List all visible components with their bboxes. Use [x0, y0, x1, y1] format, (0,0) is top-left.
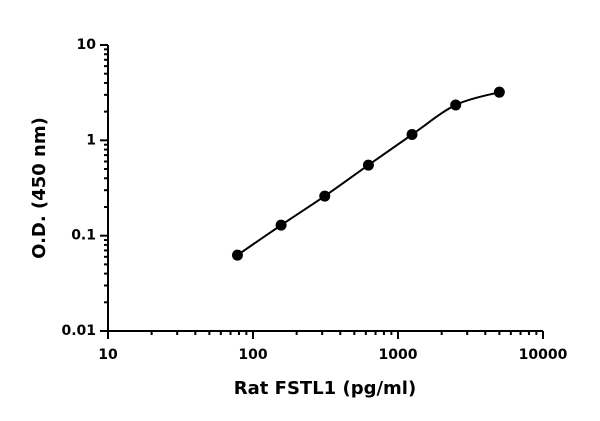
- y-tick-label: 1: [86, 132, 96, 148]
- point: [450, 99, 462, 111]
- x-tick-label: 100: [238, 347, 267, 363]
- point: [275, 219, 287, 231]
- x-axis-title: Rat FSTL1 (pg/ml): [234, 378, 416, 399]
- fit-curve: [236, 91, 500, 256]
- x-tick-label: 10: [98, 347, 118, 363]
- y-tick-label: 0.01: [61, 323, 96, 339]
- point: [362, 159, 374, 171]
- point: [231, 249, 243, 261]
- point: [493, 86, 505, 98]
- x-tick-label: 1000: [379, 347, 418, 363]
- y-tick-label: 0.1: [71, 228, 96, 244]
- x-tick-label: 10000: [519, 347, 568, 363]
- y-axis-title: O.D. (450 nm): [29, 117, 50, 259]
- point: [319, 190, 331, 202]
- point: [406, 129, 418, 141]
- y-tick-label: 10: [77, 37, 97, 53]
